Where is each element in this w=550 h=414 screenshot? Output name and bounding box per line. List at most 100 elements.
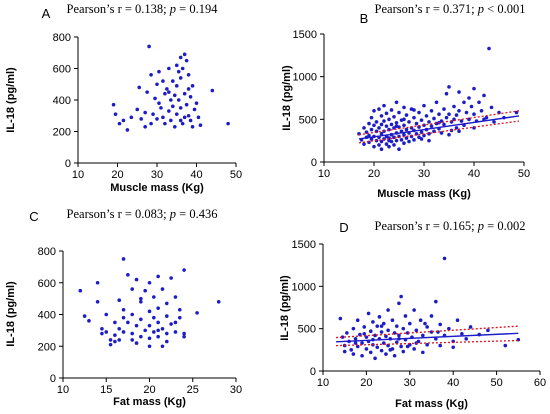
- data-point: [178, 118, 183, 123]
- x-tick-label: 40: [468, 168, 480, 180]
- y-axis-label: IL-18 (pg/ml): [279, 275, 291, 341]
- data-point: [387, 117, 391, 122]
- data-point: [389, 122, 394, 127]
- data-point: [386, 328, 390, 333]
- data-point: [130, 287, 134, 291]
- data-point: [423, 321, 427, 326]
- data-point: [169, 98, 173, 102]
- y-tick-label: 800: [53, 32, 71, 44]
- data-point: [455, 318, 460, 323]
- title-value: = 0.194: [176, 2, 218, 16]
- x-tick-label: 20: [111, 169, 123, 181]
- data-point: [165, 314, 169, 318]
- data-point: [375, 345, 380, 350]
- data-point: [362, 325, 367, 329]
- y-tick-label: 500: [298, 324, 316, 336]
- data-point: [108, 342, 113, 347]
- x-axis-label: Muscle mass (Kg): [377, 188, 471, 200]
- data-point: [432, 116, 436, 121]
- data-point: [171, 104, 175, 109]
- data-point: [163, 91, 167, 96]
- data-point: [182, 334, 186, 339]
- data-point: [438, 322, 442, 327]
- data-point: [457, 109, 461, 113]
- data-point: [401, 349, 406, 354]
- data-point: [155, 117, 159, 121]
- data-point: [108, 338, 113, 342]
- title-p-symbol: p: [169, 207, 176, 221]
- data-point: [169, 276, 173, 280]
- y-tick-label: 0: [50, 373, 56, 385]
- data-point: [174, 63, 179, 68]
- data-point: [369, 115, 374, 120]
- data-point: [487, 46, 491, 51]
- x-axis-label: Fat mass (Kg): [395, 398, 468, 410]
- title-value: = 0.436: [176, 207, 217, 221]
- data-point: [467, 96, 471, 100]
- panel-b: B Pearson’s r = 0.371; p < 0.001 0 500 1000 1…: [281, 2, 530, 200]
- data-point: [167, 109, 171, 113]
- data-point: [152, 315, 156, 320]
- data-point: [188, 95, 193, 99]
- x-tick-label: 30: [404, 377, 416, 389]
- data-point: [377, 126, 381, 130]
- ci-lower-line: [358, 120, 520, 144]
- y-tick-label: 1000: [292, 281, 316, 293]
- data-point: [169, 322, 173, 326]
- data-point: [186, 87, 191, 91]
- panel-a: A Pearson’s r = 0.138; p = 0.194 0 200 400 60…: [5, 2, 242, 194]
- y-tick-label: 800: [38, 246, 56, 258]
- data-point: [172, 93, 177, 98]
- data-point: [379, 132, 384, 136]
- data-point: [394, 340, 399, 345]
- data-point: [147, 323, 152, 328]
- chart-title: Pearson’s r = 0.165; p = 0.002: [375, 219, 526, 233]
- data-point: [404, 113, 409, 117]
- data-point: [353, 337, 358, 341]
- data-point: [186, 73, 191, 77]
- data-point: [469, 104, 474, 109]
- data-point: [387, 144, 391, 149]
- data-point: [155, 82, 159, 87]
- x-tick-label: 50: [230, 169, 242, 181]
- data-point: [167, 66, 171, 71]
- data-point: [117, 338, 122, 342]
- data-point: [379, 122, 384, 127]
- data-point: [159, 106, 163, 110]
- data-point: [384, 124, 389, 128]
- data-point: [442, 256, 447, 261]
- data-point: [117, 326, 122, 331]
- x-tick-label: 50: [490, 377, 502, 389]
- x-axis-label: Muscle mass (Kg): [110, 182, 204, 194]
- data-point: [178, 106, 183, 110]
- data-point: [392, 143, 396, 147]
- data-point: [121, 307, 126, 312]
- x-tick-label: 30: [151, 169, 163, 181]
- data-point: [425, 325, 429, 329]
- data-point: [377, 143, 381, 147]
- data-point: [149, 73, 153, 77]
- data-point: [104, 330, 109, 334]
- data-point: [402, 105, 406, 110]
- data-point: [369, 127, 374, 132]
- data-point: [368, 329, 373, 334]
- data-point: [176, 98, 181, 102]
- data-point: [367, 121, 371, 126]
- x-tick-label: 10: [57, 384, 69, 396]
- data-point: [149, 121, 153, 126]
- y-tick-label: 1500: [292, 239, 316, 251]
- data-point: [459, 119, 464, 123]
- x-tick-label: 15: [100, 384, 112, 396]
- data-point: [362, 142, 366, 146]
- data-point: [384, 142, 389, 146]
- data-point: [182, 115, 187, 120]
- data-point: [134, 341, 139, 345]
- data-point: [372, 123, 376, 128]
- data-point: [167, 90, 171, 94]
- data-point: [454, 113, 459, 117]
- data-point: [460, 331, 464, 336]
- data-point: [486, 328, 490, 333]
- data-point: [178, 76, 183, 80]
- data-point: [147, 336, 152, 341]
- y-tick-label: 200: [53, 127, 71, 139]
